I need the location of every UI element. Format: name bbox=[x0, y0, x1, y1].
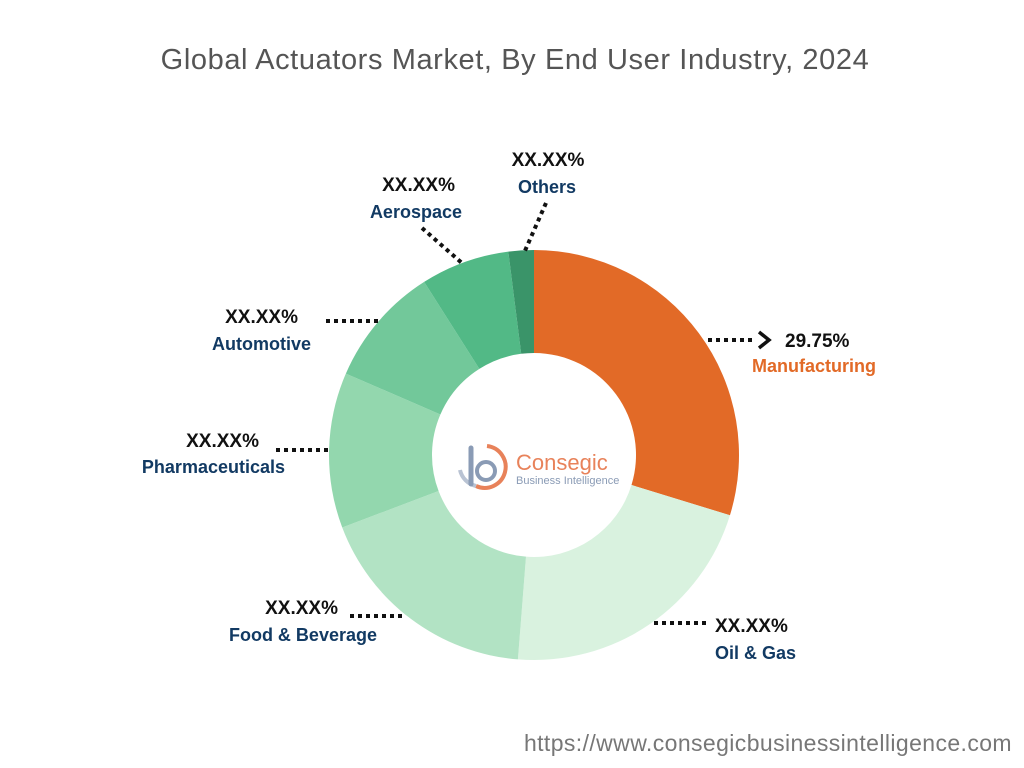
data-label-automotive-value: XX.XX% bbox=[225, 307, 298, 328]
data-label-aerospace-value: XX.XX% bbox=[382, 175, 455, 196]
data-label-oil-gas-value: XX.XX% bbox=[715, 616, 788, 637]
slice-automotive bbox=[345, 281, 480, 415]
logo-mark-icon bbox=[458, 444, 508, 490]
slice-food-beverage bbox=[342, 491, 526, 660]
leader-lines bbox=[276, 202, 772, 625]
logo-name: Consegic bbox=[516, 450, 608, 475]
slice-labels: 29.75% Manufacturing XX.XX% Oil & Gas XX… bbox=[142, 150, 876, 663]
data-label-others-name: Others bbox=[518, 177, 576, 197]
slice-aerospace bbox=[424, 251, 522, 369]
slice-others bbox=[508, 250, 534, 354]
data-label-aerospace-name: Aerospace bbox=[370, 202, 462, 222]
data-label-manufacturing-value: 29.75% bbox=[785, 331, 850, 352]
data-label-oil-gas-name: Oil & Gas bbox=[715, 643, 796, 663]
logo-tagline: Business Intelligence bbox=[516, 475, 619, 487]
donut-slices bbox=[328, 250, 739, 660]
data-label-pharmaceuticals-name: Pharmaceuticals bbox=[142, 457, 285, 477]
leader-line-aerospace bbox=[420, 226, 465, 266]
data-label-food-beverage-value: XX.XX% bbox=[265, 598, 338, 619]
source-url: https://www.consegicbusinessintelligence… bbox=[523, 730, 1012, 756]
consegic-logo: Consegic Business Intelligence bbox=[458, 444, 619, 490]
data-label-others-value: XX.XX% bbox=[512, 150, 585, 171]
data-label-food-beverage-name: Food & Beverage bbox=[229, 625, 377, 645]
slice-oil-gas bbox=[517, 484, 730, 660]
slice-pharmaceuticals bbox=[328, 373, 441, 528]
data-label-automotive-name: Automotive bbox=[212, 334, 311, 354]
arrowhead-icon bbox=[757, 330, 772, 350]
leader-line-others bbox=[522, 202, 548, 254]
data-label-manufacturing-name: Manufacturing bbox=[752, 356, 876, 376]
slice-manufacturing bbox=[534, 250, 739, 516]
data-label-pharmaceuticals-value: XX.XX% bbox=[186, 431, 259, 452]
chart-title: Global Actuators Market, By End User Ind… bbox=[160, 44, 870, 76]
